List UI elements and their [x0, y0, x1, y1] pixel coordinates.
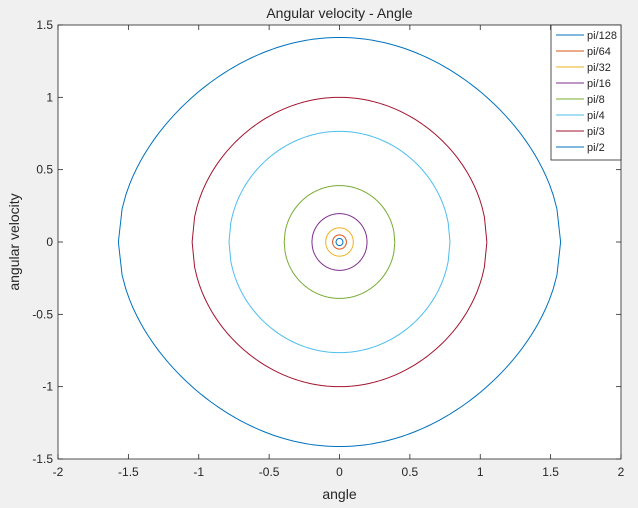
legend-label-2: pi/32 [587, 62, 611, 74]
series-curve-1 [332, 234, 347, 250]
plot-area [58, 25, 621, 459]
x-tick-label: -0.5 [259, 465, 280, 479]
legend-label-3: pi/16 [587, 78, 611, 90]
legend-box [550, 24, 622, 161]
legend-label-7: pi/2 [587, 142, 605, 154]
x-axis: -2 -1.5 -1 -0.5 0 0.5 1 1.5 2 [53, 25, 625, 479]
series-curve-7 [117, 36, 562, 448]
series-curve-3 [311, 213, 368, 271]
x-tick-label: 0 [336, 465, 343, 479]
x-axis-label: angle [322, 486, 356, 502]
x-tick-label: 2 [618, 465, 625, 479]
legend-label-5: pi/4 [587, 110, 605, 122]
y-tick-label: 0 [46, 235, 53, 249]
y-tick-label: 0.5 [36, 163, 53, 177]
y-tick-label: -1 [42, 380, 53, 394]
x-tick-label: 1 [477, 465, 484, 479]
series-curve-5 [228, 130, 451, 354]
legend: pi/128 pi/64 pi/32 pi/16 pi/8 pi/4 pi/3 pi/2 [550, 24, 622, 161]
series-curve-4 [283, 185, 396, 299]
y-axis-label: angular velocity [6, 193, 22, 290]
x-tick-label: -1 [193, 465, 204, 479]
series-curve-2 [325, 227, 354, 257]
chart-title: Angular velocity - Angle [266, 5, 413, 21]
legend-label-4: pi/8 [587, 94, 605, 106]
legend-label-0: pi/128 [587, 30, 617, 42]
y-axis: -1.5 -1 -0.5 0 0.5 1 1.5 [32, 18, 621, 466]
legend-label-1: pi/64 [587, 46, 611, 58]
legend-label-6: pi/3 [587, 126, 605, 138]
series-curves [117, 36, 562, 448]
x-tick-label: -2 [53, 465, 64, 479]
series-curve-6 [191, 96, 488, 388]
y-tick-label: 1.5 [36, 18, 53, 32]
y-tick-label: -0.5 [32, 307, 53, 321]
y-tick-label: 1 [46, 90, 53, 104]
x-tick-label: 0.5 [402, 465, 419, 479]
y-tick-label: -1.5 [32, 452, 53, 466]
x-tick-label: -1.5 [118, 465, 139, 479]
series-curve-0 [335, 237, 344, 247]
x-tick-label: 1.5 [542, 465, 559, 479]
